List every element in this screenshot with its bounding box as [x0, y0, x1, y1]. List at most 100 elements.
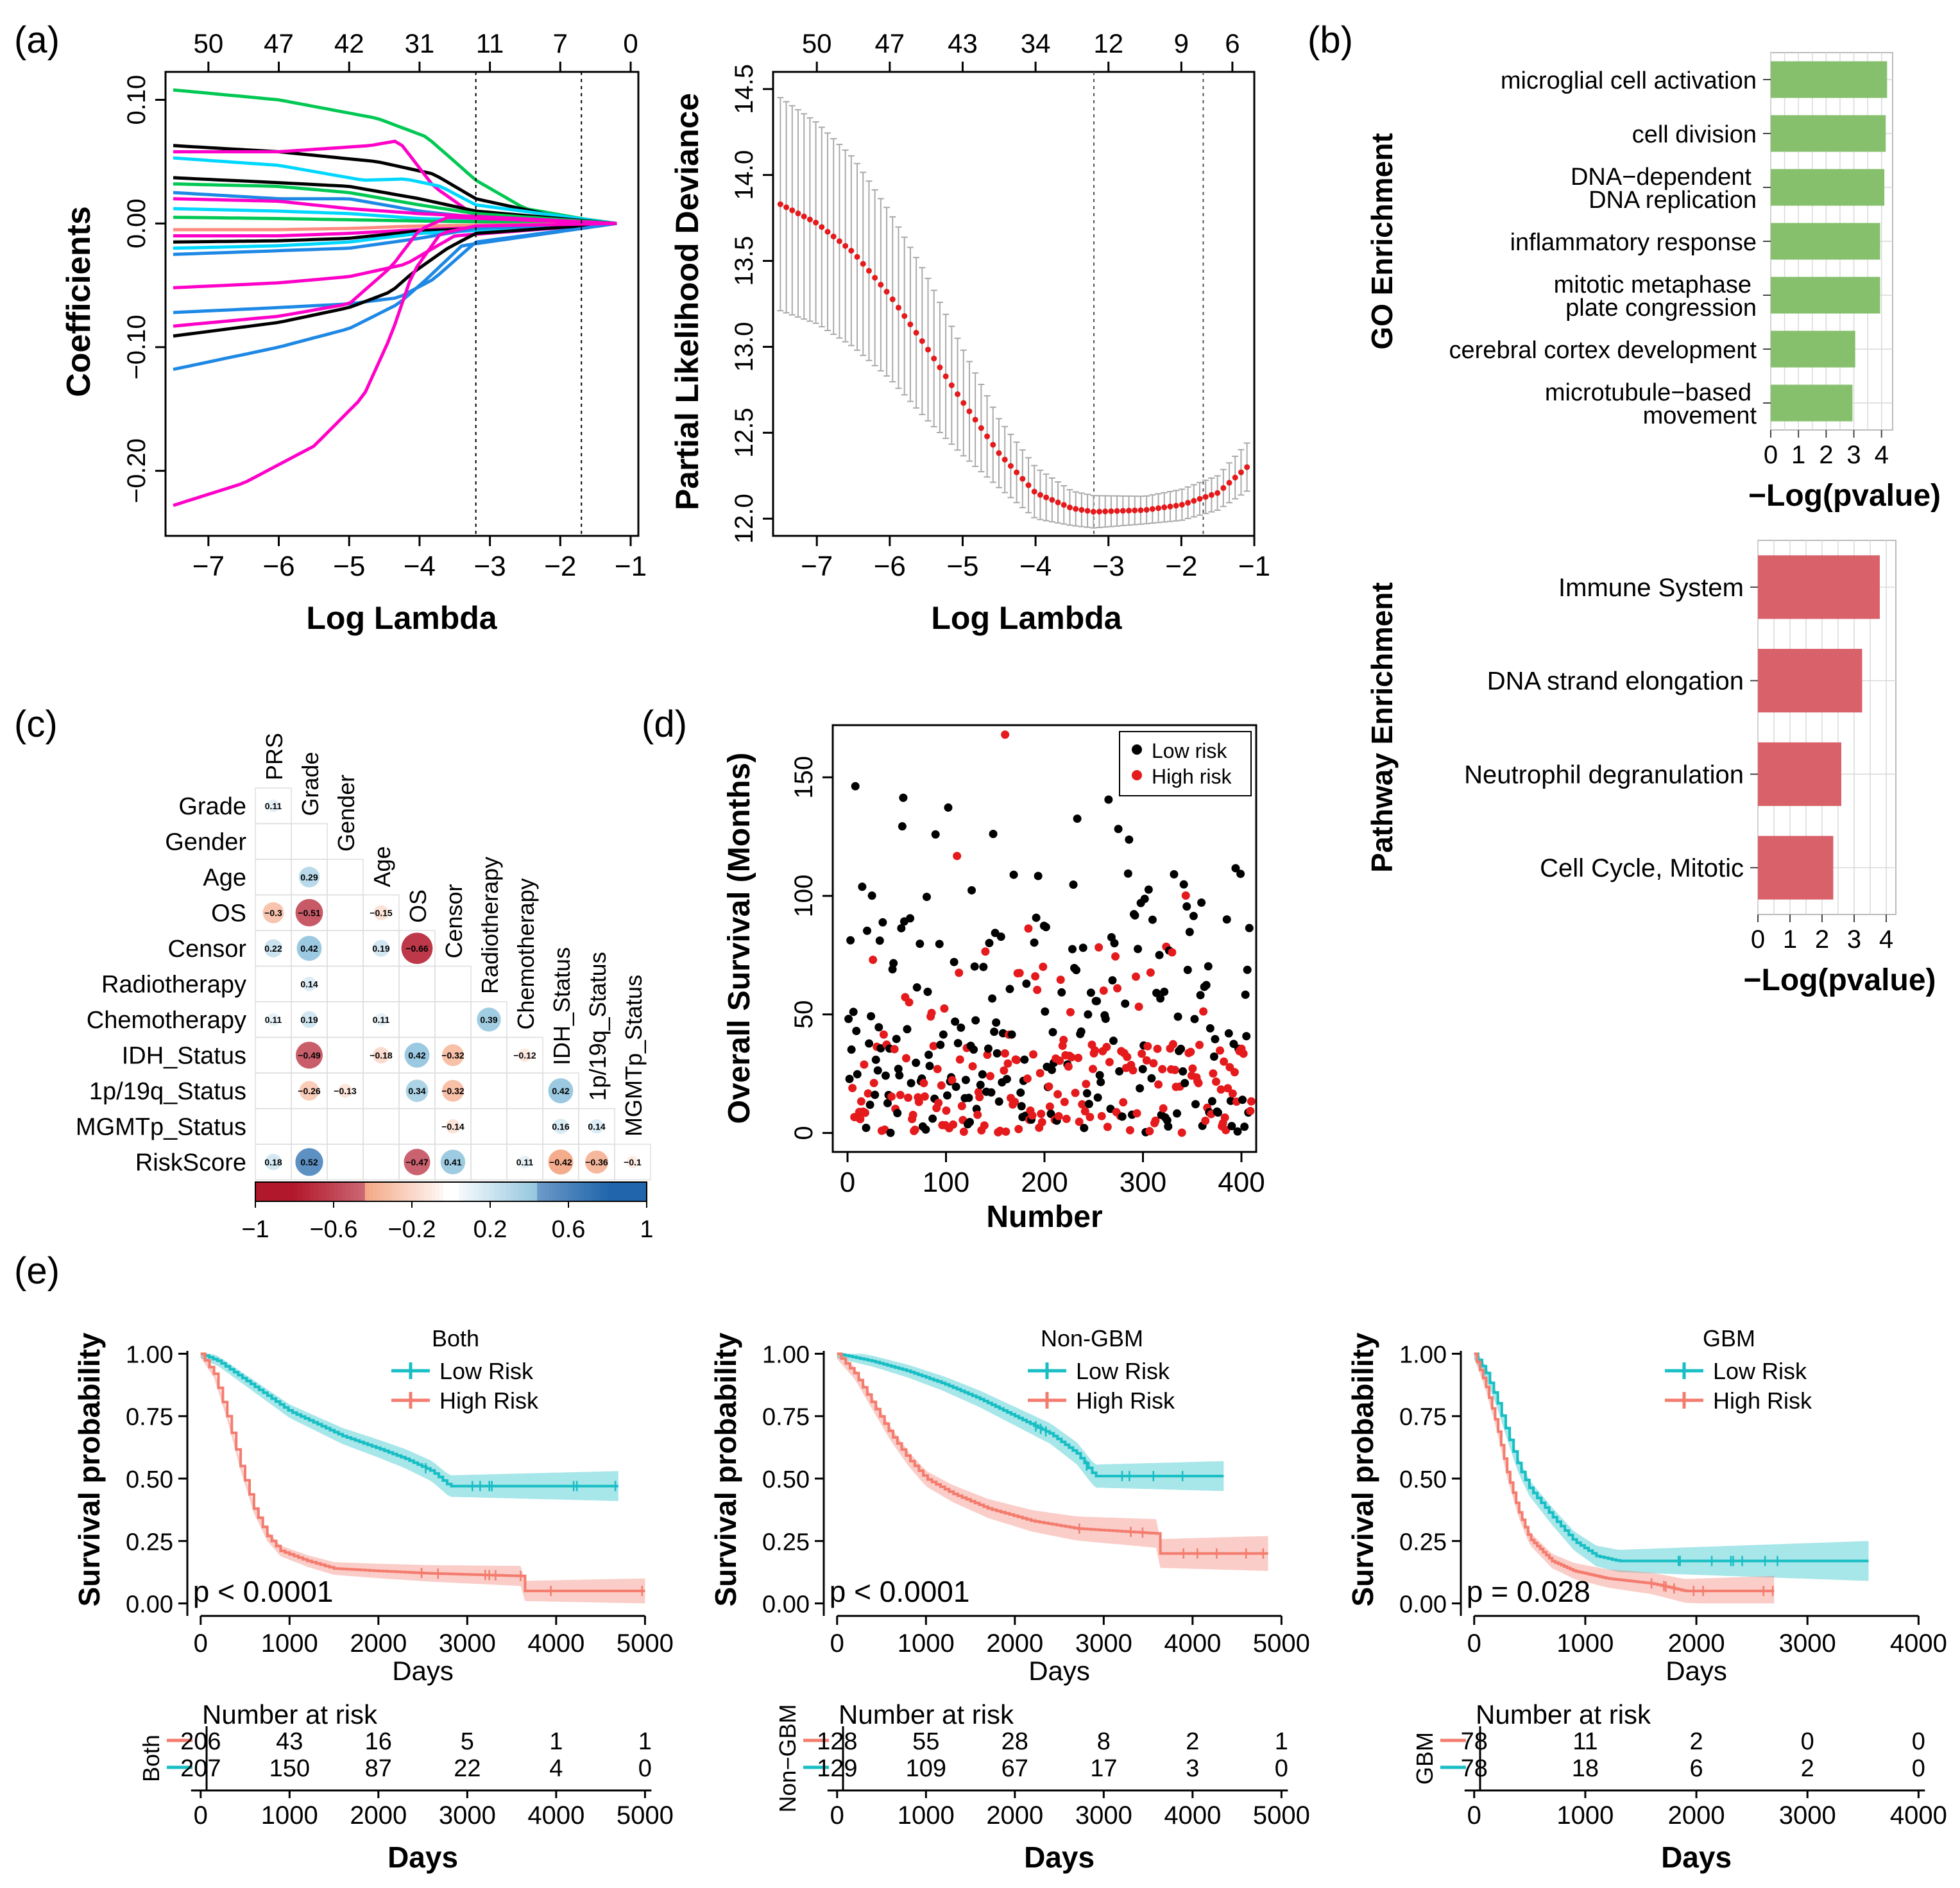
- b2-xtick-label: 2: [1815, 925, 1829, 954]
- e2-risk-title: Number at risk: [839, 1699, 1014, 1729]
- c-col-label: Gender: [333, 775, 359, 852]
- e3-ytick-label: 0.50: [1399, 1466, 1447, 1493]
- e1-risk-value: 1: [638, 1728, 652, 1755]
- c-gridcell: [327, 930, 364, 967]
- d-point-high: [1159, 1104, 1168, 1113]
- c-colorbar-seg: [498, 1182, 503, 1201]
- a2-point: [836, 238, 842, 245]
- d-point-low: [951, 1017, 960, 1026]
- d-point-high: [1149, 1059, 1158, 1068]
- c-colorbar-seg: [482, 1182, 487, 1201]
- d-point-low: [865, 1101, 874, 1110]
- d-point-high: [919, 1079, 928, 1088]
- c-colorbar-seg: [310, 1182, 315, 1201]
- c-cell-value: 0.39: [480, 1015, 497, 1025]
- d-point-low: [865, 1039, 874, 1048]
- a2-toptick-label: 50: [802, 28, 832, 58]
- d-point-high: [1168, 948, 1177, 957]
- d-point-low: [950, 957, 959, 966]
- d-point-high: [927, 1008, 936, 1017]
- b2-xtick-label: 0: [1751, 925, 1765, 954]
- a1-xtick-label: −2: [544, 551, 576, 582]
- e2-risk-xtick-label: 0: [830, 1801, 844, 1830]
- d-point-low: [1189, 911, 1198, 920]
- a2-toptick-label: 12: [1093, 28, 1123, 58]
- a2-point: [1132, 507, 1138, 513]
- a2-point: [1120, 508, 1126, 514]
- d-point-low: [1207, 1097, 1216, 1106]
- d-point-low: [1185, 927, 1194, 936]
- b1-label: DNA−dependent: [1571, 164, 1751, 191]
- d-point-low: [964, 1094, 973, 1103]
- d-point-high: [1239, 1049, 1248, 1058]
- d-point-low: [1148, 915, 1157, 924]
- a2-point: [1066, 504, 1073, 511]
- e2-ytick-label: 0.25: [762, 1529, 810, 1556]
- d-point-low: [1209, 1052, 1218, 1061]
- c-colorbar-seg: [298, 1182, 303, 1201]
- a2-xtick-label: −4: [1019, 551, 1052, 582]
- d-point-low: [1096, 1077, 1105, 1086]
- a2-toptick-label: 34: [1021, 28, 1051, 58]
- d-point-high: [1170, 1065, 1179, 1074]
- c-colorbar-seg: [373, 1182, 378, 1201]
- a2-ylabel: Partial Likelihood Deviance: [669, 93, 705, 510]
- d-point-high: [955, 1055, 964, 1064]
- a2-point: [948, 382, 955, 388]
- d-point-high: [1134, 1002, 1143, 1011]
- a2-point: [1126, 508, 1132, 514]
- a2-point: [1155, 505, 1162, 511]
- b1-label: cerebral cortex development: [1449, 337, 1757, 364]
- a2-xtick-label: −5: [946, 551, 978, 582]
- d-point-low: [967, 886, 976, 895]
- a2-point: [1037, 492, 1043, 498]
- d-point-high: [1103, 1122, 1112, 1131]
- a2-point: [1090, 508, 1096, 515]
- d-point-low: [1034, 871, 1043, 880]
- e2-risk-label: Non−GBM: [774, 1704, 801, 1812]
- c-cell-circle: [553, 1119, 568, 1135]
- c-gridcell: [506, 1108, 543, 1145]
- c-colorbar-seg: [463, 1182, 468, 1201]
- c-colorbar-seg: [431, 1182, 436, 1201]
- e1-risk-xtick-label: 0: [194, 1801, 208, 1830]
- d-point-high: [934, 1099, 943, 1108]
- a1-toptick-label: 42: [334, 28, 364, 58]
- panel-label-a: (a): [14, 19, 60, 61]
- c-colorbar-frame: [255, 1181, 647, 1202]
- d-point-high: [887, 1092, 896, 1101]
- c-colorbar-label: −0.2: [388, 1216, 436, 1243]
- d-point-low: [1224, 1029, 1233, 1038]
- b1-label: DNA replication: [1589, 187, 1757, 214]
- e3-ytick-label: 0.75: [1399, 1404, 1447, 1431]
- b1-xtick-label: 2: [1819, 441, 1833, 469]
- c-cell-value: 0.34: [408, 1086, 425, 1096]
- d-point-low: [939, 1030, 948, 1039]
- a1-toptick-label: 7: [553, 28, 568, 58]
- d-point-high: [983, 1051, 992, 1060]
- c-colorbar-seg: [420, 1182, 425, 1201]
- a2-point: [1031, 488, 1037, 495]
- a2-xtick-label: −2: [1165, 551, 1197, 582]
- d-point-low: [849, 1008, 858, 1017]
- c-cell-circle: [626, 1156, 639, 1169]
- d-point-high: [973, 1110, 982, 1119]
- e1-risk-value: 207: [180, 1755, 221, 1782]
- a2-point: [883, 289, 890, 295]
- c-colorbar-seg: [623, 1182, 628, 1201]
- d-point-high: [1012, 1056, 1021, 1065]
- d-point-low: [1095, 1070, 1104, 1079]
- d-point-low: [1041, 923, 1050, 932]
- d-point-low: [969, 1045, 978, 1054]
- a1-xtick-label: −1: [615, 551, 647, 582]
- c-colorbar-seg: [384, 1182, 389, 1201]
- d-point-low: [965, 1117, 974, 1126]
- a1-ytick-label: 0.10: [123, 75, 151, 125]
- d-point-high: [981, 947, 990, 956]
- d-point-high: [1194, 1079, 1203, 1088]
- a2-point: [1197, 495, 1203, 502]
- d-point-low: [931, 830, 940, 839]
- d-point-high: [1029, 1050, 1038, 1059]
- d-point-low: [990, 1027, 999, 1036]
- e3-xtick-label: 4000: [1890, 1629, 1947, 1658]
